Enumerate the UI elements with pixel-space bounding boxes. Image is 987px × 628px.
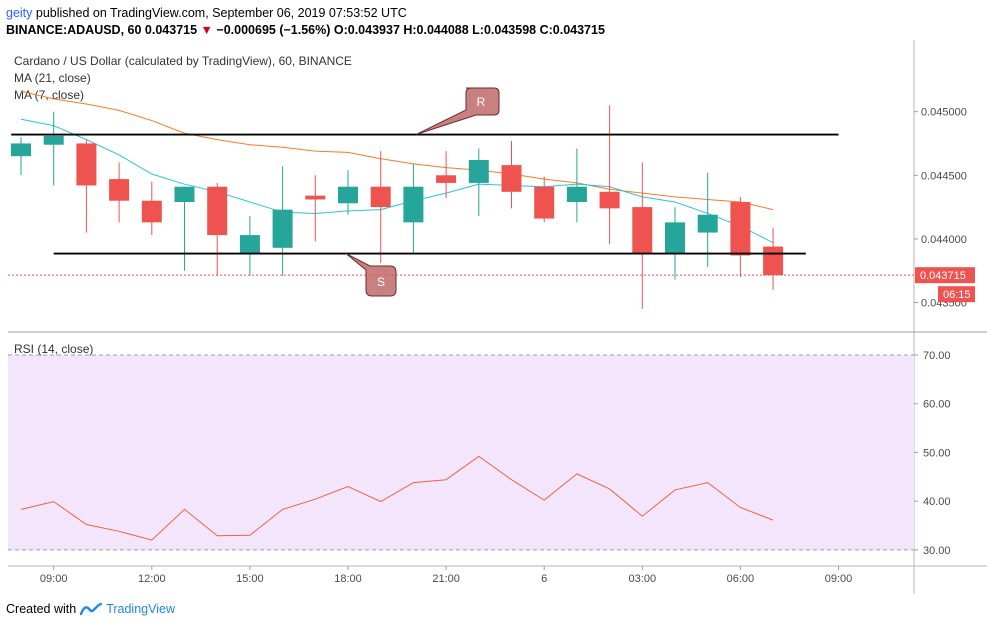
candle-body (468, 160, 489, 183)
rsi-line (20, 455, 774, 541)
down-arrow-icon: ▼ (200, 23, 213, 37)
time-tick-label: 15:00 (236, 573, 264, 585)
candle-body (566, 186, 587, 202)
countdown-tag (938, 286, 975, 303)
candle-body (338, 186, 358, 204)
tradingview-logo-icon (80, 602, 103, 616)
last-price-tag (915, 267, 975, 284)
candle-body (501, 165, 522, 192)
time-tick-label: 21:00 (432, 573, 460, 585)
price-tick-label: 0.044500 (921, 170, 967, 182)
resistance-callout-label: R (477, 95, 486, 109)
time-tick-label: 18:00 (334, 573, 362, 585)
candle-body (632, 207, 653, 255)
rsi-tick-label: 40.00 (923, 496, 951, 508)
candle-body (599, 191, 620, 209)
candle-body (763, 246, 784, 276)
candle-body (43, 135, 64, 145)
countdown-label: 06:15 (943, 289, 971, 301)
price-change: −0.000695 (−1.56%) (216, 23, 331, 37)
author-link[interactable]: geity (6, 6, 33, 20)
candle-body (697, 214, 718, 233)
price-tick-label: 0.045000 (921, 107, 967, 119)
ohlc-values: O:0.043937 H:0.044088 L:0.043598 C:0.043… (333, 23, 605, 37)
candle-body (109, 179, 130, 201)
candle-body (305, 195, 326, 200)
publish-line: geity published on TradingView.com, Sept… (6, 5, 605, 22)
candle-body (665, 222, 685, 255)
candle-body (730, 202, 751, 256)
rsi-tick-label: 30.00 (923, 545, 951, 557)
candle-body (207, 186, 228, 236)
candle-body (141, 200, 162, 223)
price-tick-label: 0.044000 (921, 234, 967, 246)
ma7-line (20, 118, 774, 244)
ma21-line (20, 90, 774, 211)
candle-body (403, 186, 424, 223)
support-callout-label: S (377, 275, 385, 289)
rsi-band (8, 355, 914, 550)
chart-header: geity published on TradingView.com, Sept… (6, 5, 605, 39)
resistance-callout (415, 87, 500, 136)
rsi-tick-label: 60.00 (923, 399, 951, 411)
time-tick-label: 6 (541, 573, 547, 585)
ticker: BINANCE:ADAUSD, 60 (6, 23, 142, 37)
candle-body (436, 175, 457, 183)
time-tick-label: 09:00 (825, 573, 853, 585)
candle-body (272, 209, 293, 248)
time-tick-label: 12:00 (138, 573, 166, 585)
candle-body (11, 143, 31, 157)
published-text: published on TradingView.com, September … (35, 6, 407, 20)
support-callout (345, 253, 397, 297)
last-price: 0.043715 (144, 23, 198, 37)
candle-body (370, 186, 391, 208)
time-tick-label: 03:00 (629, 573, 657, 585)
ma21-legend: MA (21, close) (14, 71, 91, 85)
time-tick-label: 06:00 (727, 573, 755, 585)
ticker-line: BINANCE:ADAUSD, 60 0.043715 ▼ −0.000695 … (6, 22, 605, 39)
tradingview-brand[interactable]: TradingView (106, 602, 175, 616)
candle-body (534, 186, 555, 219)
created-with-text: Created with (6, 602, 77, 616)
candle-body (174, 186, 195, 202)
rsi-tick-label: 50.00 (923, 447, 951, 459)
rsi-tick-label: 70.00 (923, 350, 951, 362)
footer: Created with TradingView (6, 602, 175, 616)
price-pane-title: Cardano / US Dollar (calculated by Tradi… (14, 54, 352, 68)
candle-body (76, 143, 97, 186)
rsi-pane-title: RSI (14, close) (14, 342, 93, 356)
candle-body (239, 235, 260, 253)
ma7-legend: MA (7, close) (14, 88, 84, 102)
time-tick-label: 09:00 (40, 573, 68, 585)
last-price-label: 0.043715 (920, 270, 966, 282)
